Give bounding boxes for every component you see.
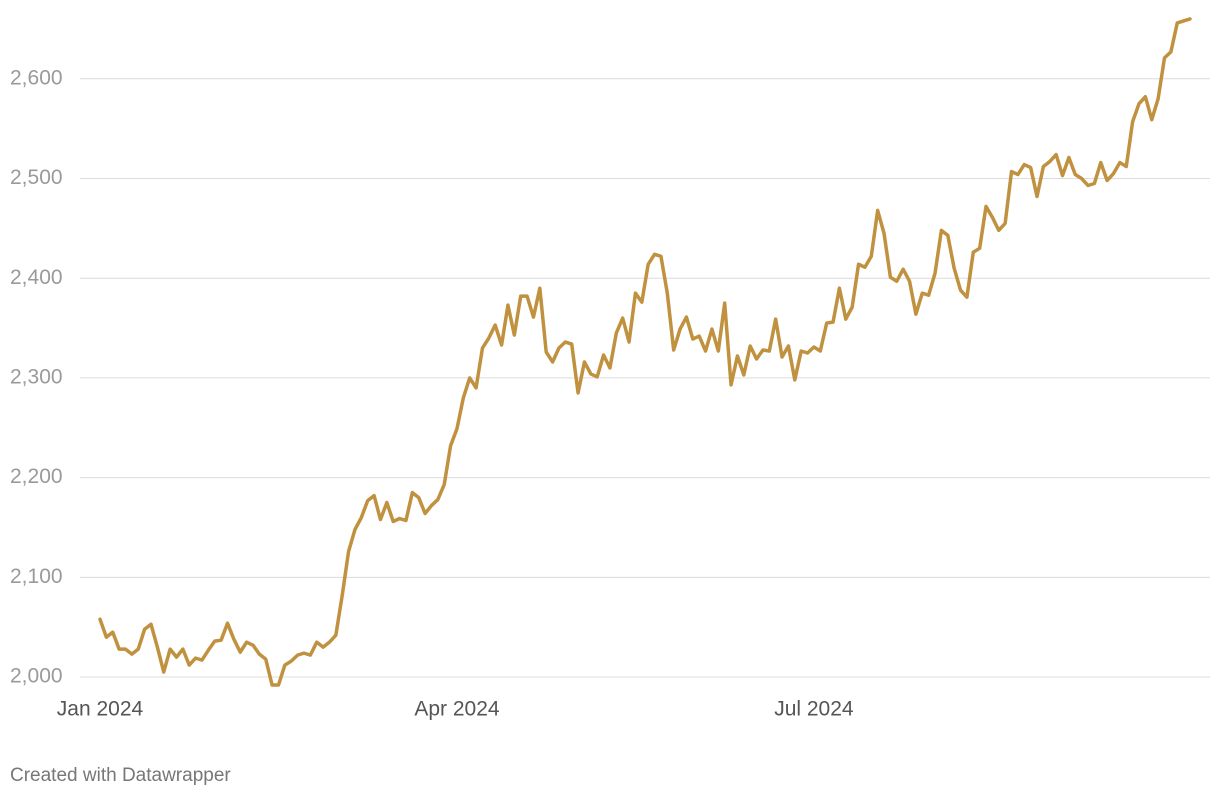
y-tick-label: 2,100	[10, 565, 63, 588]
x-tick-label: Apr 2024	[414, 698, 500, 721]
y-tick-label: 2,400	[10, 266, 63, 289]
y-tick-label: 2,300	[10, 365, 63, 388]
y-tick-label: 2,200	[10, 465, 63, 488]
y-tick-label: 2,600	[10, 66, 63, 89]
x-tick-label: Jul 2024	[774, 698, 854, 721]
x-tick-label: Jan 2024	[57, 698, 144, 721]
price-line	[98, 17, 1192, 687]
y-tick-label: 2,500	[10, 166, 63, 189]
footer-credit: Created with Datawrapper	[10, 765, 231, 786]
y-tick-label: 2,000	[10, 665, 63, 688]
